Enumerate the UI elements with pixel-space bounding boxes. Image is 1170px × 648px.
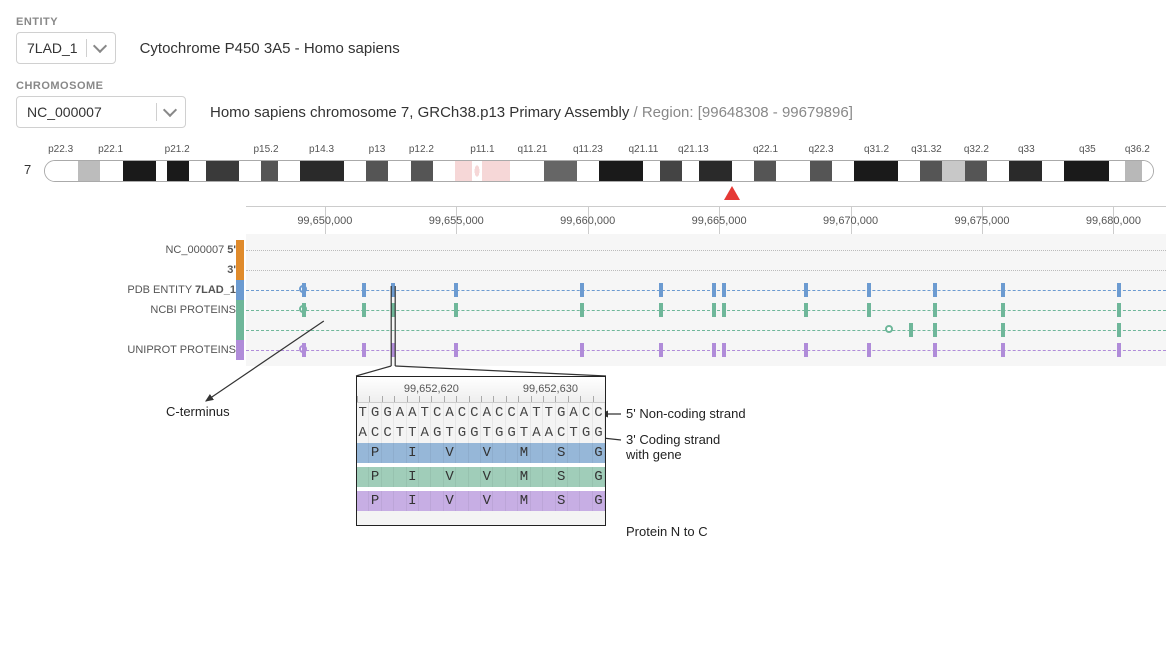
chromosome-ideogram[interactable] [44,160,1154,182]
chromosome-label: CHROMOSOME [16,80,1154,92]
chromosome-description: Homo sapiens chromosome 7, GRCh38.p13 Pr… [210,104,853,121]
entity-value: 7LAD_1 [27,40,78,56]
protein-row-pdb: PIVVMSG [357,443,605,463]
sequence-5prime: TGGAATCACCACCATTGACC [357,403,605,423]
entity-label: ENTITY [16,16,1154,28]
protein-row-ncbi: PIVVMSG [357,467,605,487]
genome-tracks[interactable] [246,234,1166,366]
protein-direction-label: Protein N to C [626,524,708,539]
band-labels: p22.3p22.1p21.2p15.2p14.3p13p12.2p11.1q1… [44,144,1154,160]
ideogram: 7 p22.3p22.1p21.2p15.2p14.3p13p12.2p11.1… [16,144,1154,182]
entity-description: Cytochrome P450 3A5 - Homo sapiens [140,40,400,57]
chromosome-number: 7 [24,162,31,177]
region-marker-icon [724,186,740,200]
genome-ruler: 99,650,00099,655,00099,660,00099,665,000… [246,206,1166,234]
genome-panel: 99,650,00099,655,00099,660,00099,665,000… [96,206,1154,366]
coding-strand-label: 3' Coding strandwith gene [626,432,720,462]
entity-section: ENTITY 7LAD_1 Cytochrome P450 3A5 - Homo… [16,16,1154,64]
zoom-ruler: 99,652,62099,652,630 [357,377,605,403]
chromosome-value: NC_000007 [27,104,102,120]
chevron-down-icon [93,39,107,53]
sequence-3prime: ACCTTAGTGGTGGTAACTGG [357,423,605,443]
protein-row-uniprot: PIVVMSG [357,491,605,511]
track-color-guide [236,240,244,366]
entity-select[interactable]: 7LAD_1 [16,32,116,64]
noncoding-strand-label: 5' Non-coding strand [626,406,746,421]
track-labels: NC_000007 5' 3' PDB ENTITY 7LAD_1 NCBI P… [6,240,236,360]
zoom-inset: 99,652,62099,652,630 TGGAATCACCACCATTGAC… [356,376,606,526]
chromosome-select[interactable]: NC_000007 [16,96,186,128]
chevron-down-icon [163,103,177,117]
chromosome-section: CHROMOSOME NC_000007 Homo sapiens chromo… [16,80,1154,128]
c-terminus-label: C-terminus [166,404,230,419]
